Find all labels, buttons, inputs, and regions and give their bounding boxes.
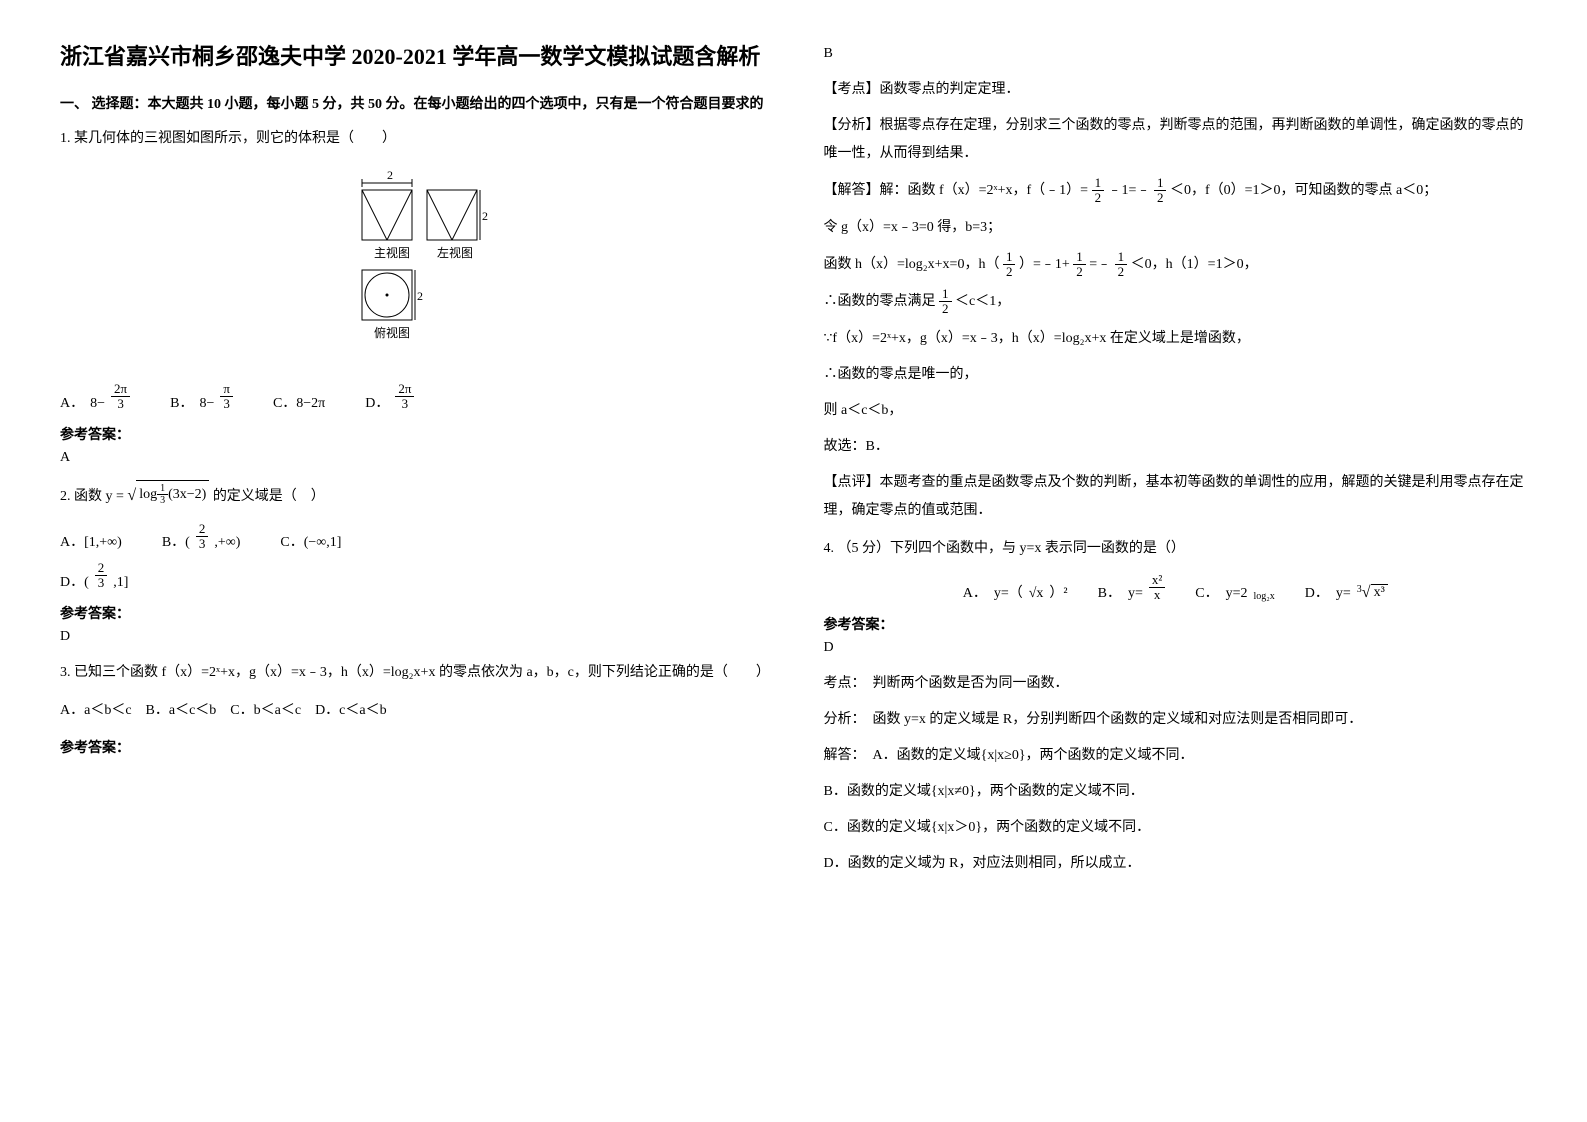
dim-side: 2 — [482, 209, 488, 223]
q3-order: 则 a＜c＜b， — [824, 397, 1528, 425]
q4-fenxi: 分析： 函数 y=x 的定义域是 R，分别判断四个函数的定义域和对应法则是否相同… — [824, 706, 1528, 734]
q4-options: A． y=（√x）² B． y= x²x C． y=2log₂x D． y= 3… — [824, 573, 1528, 603]
three-view-svg: 2 2 主视图 左视图 2 — [332, 165, 492, 365]
q3-fenxi: 【分析】根据零点存在定理，分别求三个函数的零点，判断零点的范围，再判断函数的单调… — [824, 112, 1528, 168]
q4-jieda-c: C．函数的定义域{x|x＞0}，两个函数的定义域不同． — [824, 814, 1528, 842]
q3-answer: B — [824, 46, 1528, 62]
q2-options-row2: D．( 23 ,1] — [60, 561, 764, 591]
q4-answer: D — [824, 640, 1528, 656]
q2-options: A．[1,+∞) B．( 23 ,+∞) C．(−∞,1] — [60, 522, 764, 552]
section-1-title: 一、 选择题：本大题共 10 小题，每小题 5 分，共 50 分。在每小题给出的… — [60, 93, 764, 113]
q4-opt-c: C． y=2log₂x — [1195, 573, 1275, 603]
q4-jieda-a: 解答： A．函数的定义域{x|x≥0}，两个函数的定义域不同． — [824, 742, 1528, 770]
q3-answer-label: 参考答案： — [60, 737, 764, 757]
dim-bottom: 2 — [417, 289, 423, 303]
q3-kaodian: 【考点】函数零点的判定定理． — [824, 76, 1528, 104]
q3-comment: 【点评】本题考查的重点是函数零点及个数的判断，基本初等函数的单调性的应用，解题的… — [824, 469, 1528, 525]
q2-opt-c: C．(−∞,1] — [280, 522, 341, 552]
q3-mono: ∵f（x）=2ˣ+x，g（x）=x﹣3，h（x）=log₂x+x 在定义域上是增… — [824, 325, 1528, 353]
q1-answer-label: 参考答案： — [60, 424, 764, 444]
q1-opt-d: D． 2π3 — [365, 382, 414, 412]
q3-solve-g: 令 g（x）=x﹣3=0 得，b=3； — [824, 214, 1528, 242]
q4-opt-a: A． y=（√x）² — [963, 573, 1068, 603]
q1-opt-a: A． 8− 2π3 — [60, 382, 130, 412]
label-side: 左视图 — [437, 245, 473, 260]
question-2: 2. 函数 y = √ log13(3x−2) 的定义域是（ ） — [60, 480, 764, 512]
q3-solve-f: 【解答】解：函数 f（x）=2ˣ+x，f（﹣1）= 12 ﹣1=﹣ 12 ＜0，… — [824, 176, 1528, 206]
q2-answer-label: 参考答案： — [60, 603, 764, 623]
q4-opt-d: D． y= 3√x³ — [1305, 573, 1388, 603]
q4-jieda-d: D．函数的定义域为 R，对应法则相同，所以成立． — [824, 850, 1528, 878]
q4-jieda-b: B．函数的定义域{x|x≠0}，两个函数的定义域不同． — [824, 778, 1528, 806]
q1-figure: 2 2 主视图 左视图 2 — [60, 165, 764, 370]
q4-opt-b: B． y= x²x — [1098, 573, 1166, 603]
q2-answer: D — [60, 629, 764, 645]
dim-top: 2 — [387, 168, 393, 182]
q4-kaodian: 考点： 判断两个函数是否为同一函数． — [824, 670, 1528, 698]
left-column: 浙江省嘉兴市桐乡邵逸夫中学 2020-2021 学年高一数学文模拟试题含解析 一… — [60, 40, 764, 886]
q1-stem: 1. 某几何体的三视图如图所示，则它的体积是（ ） — [60, 131, 396, 146]
q1-opt-c: C．8−2π — [273, 382, 325, 412]
q3-solve-h: 函数 h（x）=log₂x+x=0，h（ 12 ）=﹣1+ 12 =﹣ 12 ＜… — [824, 250, 1528, 280]
q2-opt-a: A．[1,+∞) — [60, 522, 122, 552]
q3-solve-c: ∴函数的零点满足 12 ＜c＜1， — [824, 287, 1528, 317]
q1-answer: A — [60, 450, 764, 466]
question-3: 3. 已知三个函数 f（x）=2ˣ+x，g（x）=x﹣3，h（x）=log₂x+… — [60, 659, 764, 687]
q3-options: A．a＜b＜c B．a＜c＜b C．b＜a＜c D．c＜a＜b — [60, 697, 764, 725]
label-top: 俯视图 — [374, 325, 410, 340]
q3-unique: ∴函数的零点是唯一的， — [824, 361, 1528, 389]
exam-title: 浙江省嘉兴市桐乡邵逸夫中学 2020-2021 学年高一数学文模拟试题含解析 — [60, 40, 764, 73]
q2-opt-b: B．( 23 ,+∞) — [162, 522, 241, 552]
question-4: 4. （5 分）下列四个函数中，与 y=x 表示同一函数的是（） — [824, 535, 1528, 563]
q2-opt-d: D．( 23 ,1] — [60, 561, 128, 591]
label-main: 主视图 — [374, 245, 410, 260]
q3-pick: 故选：B． — [824, 433, 1528, 461]
question-1: 1. 某几何体的三视图如图所示，则它的体积是（ ） — [60, 125, 764, 153]
q1-options: A． 8− 2π3 B． 8− π3 C．8−2π D． 2π3 — [60, 382, 764, 412]
q4-answer-label: 参考答案： — [824, 614, 1528, 634]
q2-sqrt: √ log13(3x−2) — [127, 480, 209, 512]
q1-opt-b: B． 8− π3 — [170, 382, 233, 412]
right-column: B 【考点】函数零点的判定定理． 【分析】根据零点存在定理，分别求三个函数的零点… — [824, 40, 1528, 886]
